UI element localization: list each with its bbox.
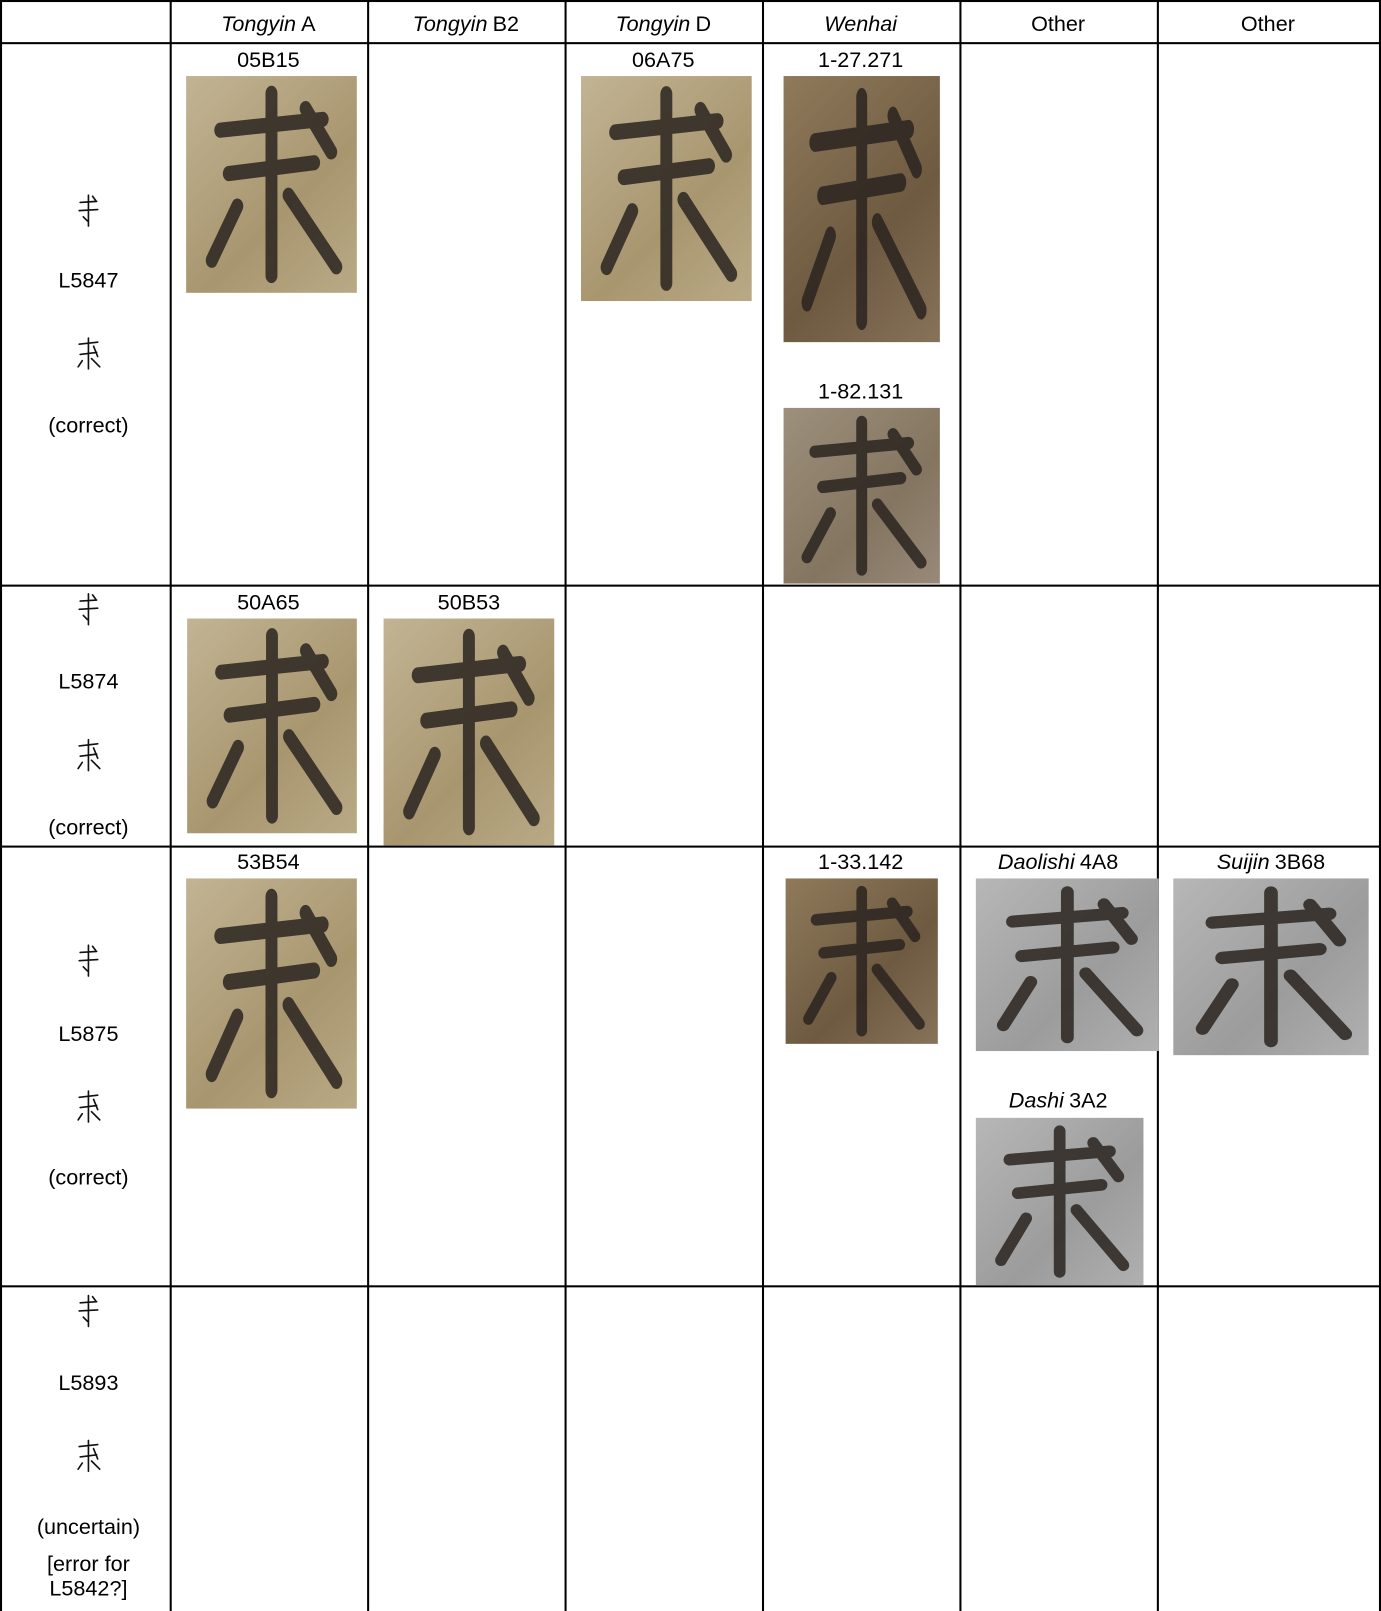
header-text: Other [1031,12,1086,36]
image-id: 53B54 [237,850,300,875]
table-border [564,0,567,1611]
table-border [0,1285,1380,1287]
header-text: A [301,12,316,36]
manuscript-image [783,407,940,584]
image-id: 4A8 [1079,850,1119,875]
table-border [367,0,369,1611]
column-header: Tongyin B2 [413,12,519,37]
image-label: Suijin 3B68 [1217,851,1325,876]
table-border [959,0,961,1611]
table-border [0,42,1380,44]
image-id: 50A65 [237,590,300,615]
glyph-scan [205,85,343,284]
table-border [761,0,764,1611]
glyph-scan [801,88,927,331]
table-border [1378,0,1381,1611]
tangut-glyph [78,1294,99,1328]
table-border [0,845,1380,848]
image-id: 06A75 [632,48,695,72]
image-source: Daolishi [997,850,1075,875]
image-label: 05B15 [237,48,299,73]
glyph-scan [996,886,1144,1044]
tangut-glyph [77,1090,101,1123]
glyph-scan [206,628,343,824]
image-label: 06A75 [632,48,694,73]
table-border [1156,0,1159,1611]
note: [error for L5842?] [47,1552,130,1601]
manuscript-image [975,878,1159,1052]
manuscript-image [785,878,938,1044]
manuscript-image [580,76,752,302]
column-header: Wenhai [824,12,897,37]
glyph-scan [801,415,927,576]
glyph-scan [995,1125,1130,1278]
sign-code: L5893 [58,1371,119,1396]
column-header: Tongyin D [615,12,711,37]
image-id: 50B53 [437,590,501,615]
manuscript-image [186,76,357,293]
glyph-scan [600,86,738,291]
status: (uncertain) [36,1515,141,1540]
manuscript-image [187,618,357,834]
table-border [0,584,1380,587]
sign-code: L5875 [58,1022,119,1046]
image-source: Suijin [1216,850,1270,875]
table-border [0,0,2,1611]
image-label: 50B53 [438,591,500,616]
column-header: Other [1031,12,1085,37]
status: (correct) [48,815,129,840]
table-border [169,0,172,1611]
image-id: 3A2 [1069,1089,1108,1113]
manuscript-image [1173,878,1369,1056]
glyph-scan [1195,886,1353,1048]
header-source: Tongyin [221,12,297,36]
header-source: Wenhai [824,12,898,36]
header-source: Tongyin [615,12,691,36]
tangut-glyph [78,194,99,227]
column-header: Tongyin A [221,12,315,37]
sign-code: L5874 [58,669,119,694]
header-text: B2 [492,12,520,36]
sign-code: L5847 [58,269,119,293]
status: (correct) [48,414,129,438]
tangut-glyph [78,593,99,626]
status: (correct) [48,1166,129,1190]
image-source: Dashi [1008,1089,1064,1113]
header-source: Tongyin [412,12,488,36]
glyph-scan [403,628,540,836]
tangut-glyph [77,337,101,370]
image-label: Dashi 3A2 [1009,1089,1108,1114]
image-label: 1-33.142 [818,851,903,876]
image-label: 1-27.271 [818,48,903,73]
image-label: Daolishi 4A8 [998,851,1118,876]
tangut-glyph [77,1439,101,1473]
table-border [0,0,1380,2]
tangut-glyph [77,738,101,772]
header-text: D [695,12,712,36]
image-id: 05B15 [237,48,300,72]
glyph-scan [803,885,925,1037]
glyph-scan [205,888,343,1099]
manuscript-image [186,878,357,1109]
header-text: Other [1240,12,1295,36]
image-id: 1-82.131 [818,380,904,404]
image-id: 1-33.142 [818,850,904,875]
image-label: 50A65 [237,591,299,616]
image-id: 1-27.271 [818,48,904,72]
image-label: 53B54 [237,851,299,876]
manuscript-image [783,76,940,343]
image-id: 3B68 [1274,850,1326,875]
manuscript-image [383,618,555,846]
tangut-glyph [78,944,99,977]
column-header: Other [1241,12,1295,37]
image-label: 1-82.131 [818,380,903,405]
manuscript-image [975,1117,1144,1286]
